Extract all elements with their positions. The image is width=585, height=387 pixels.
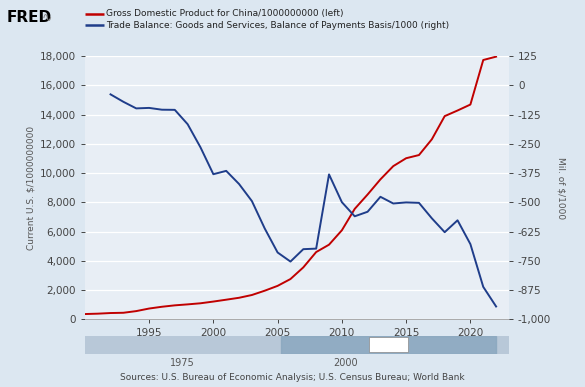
Text: Gross Domestic Product for China/1000000000 (left): Gross Domestic Product for China/1000000… — [106, 9, 343, 18]
Y-axis label: Current U.S. $/1000000000: Current U.S. $/1000000000 — [26, 126, 36, 250]
Y-axis label: Mil. of $/1000: Mil. of $/1000 — [556, 157, 565, 219]
Text: Trade Balance: Goods and Services, Balance of Payments Basis/1000 (right): Trade Balance: Goods and Services, Balan… — [106, 21, 449, 30]
Bar — [369, 337, 408, 352]
Text: Sources: U.S. Bureau of Economic Analysis; U.S. Census Bureau; World Bank: Sources: U.S. Bureau of Economic Analysi… — [120, 373, 465, 382]
Text: ∿: ∿ — [42, 12, 53, 25]
Text: FRED: FRED — [7, 10, 52, 25]
Bar — [281, 336, 496, 354]
